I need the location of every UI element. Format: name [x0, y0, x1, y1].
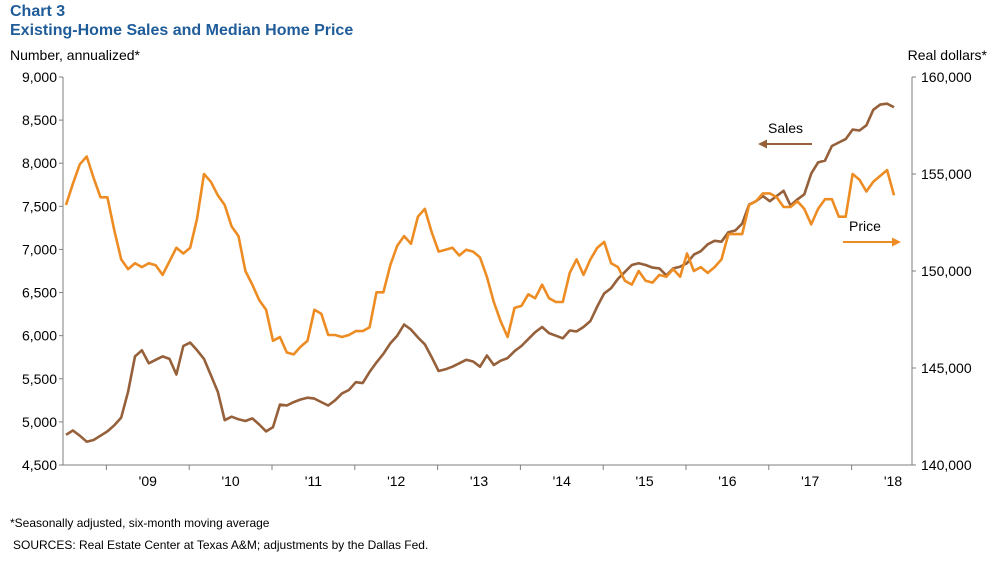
left-axis-label: Number, annualized* [10, 47, 140, 63]
left-tick-label: 8,500 [22, 112, 57, 128]
right-tick-label: 150,000 [921, 263, 972, 279]
sales-annotation-label: Sales [768, 120, 803, 136]
x-tick-label: '17 [801, 473, 819, 489]
left-tick-label: 8,000 [22, 155, 57, 171]
x-tick-label: '09 [139, 473, 157, 489]
x-tick-label: '12 [387, 473, 405, 489]
sales-arrowhead-icon [758, 139, 767, 149]
left-tick-label: 5,000 [22, 414, 57, 430]
left-tick-label: 7,500 [22, 198, 57, 214]
x-tick-label: '13 [470, 473, 488, 489]
left-tick-label: 6,000 [22, 328, 57, 344]
price-annotation-label: Price [849, 218, 881, 234]
footnote: *Seasonally adjusted, six-month moving a… [10, 516, 270, 530]
x-tick-label: '11 [305, 473, 322, 489]
x-tick-label: '10 [221, 473, 239, 489]
x-tick-label: '14 [553, 473, 571, 489]
right-tick-label: 155,000 [921, 166, 972, 182]
right-tick-label: 160,000 [921, 69, 972, 85]
x-tick-label: '16 [718, 473, 736, 489]
x-tick-label: '18 [884, 473, 902, 489]
price-line [64, 155, 896, 356]
series-lines [64, 102, 896, 444]
right-tick-label: 140,000 [921, 457, 972, 473]
left-tick-label: 7,000 [22, 241, 57, 257]
left-tick-label: 9,000 [22, 69, 57, 85]
sources-note: SOURCES: Real Estate Center at Texas A&M… [13, 538, 429, 552]
chart-label: Chart 3 [10, 3, 66, 20]
tick-labels: 4,500 5,000 5,500 6,000 6,500 7,000 7,500 8,000… [22, 69, 972, 489]
sales-line [65, 102, 895, 444]
annotations: Sales Price [758, 120, 901, 247]
left-tick-label: 4,500 [22, 457, 57, 473]
left-tick-label: 6,500 [22, 285, 57, 301]
right-tick-label: 145,000 [921, 360, 972, 376]
right-axis-label: Real dollars* [907, 47, 987, 63]
price-arrowhead-icon [892, 237, 901, 247]
axes [59, 76, 916, 470]
left-tick-label: 5,500 [22, 371, 57, 387]
title-block: Chart 3 Existing-Home Sales and Median H… [10, 2, 353, 41]
chart-title: Existing-Home Sales and Median Home Pric… [10, 22, 354, 39]
x-tick-label: '15 [635, 473, 653, 489]
